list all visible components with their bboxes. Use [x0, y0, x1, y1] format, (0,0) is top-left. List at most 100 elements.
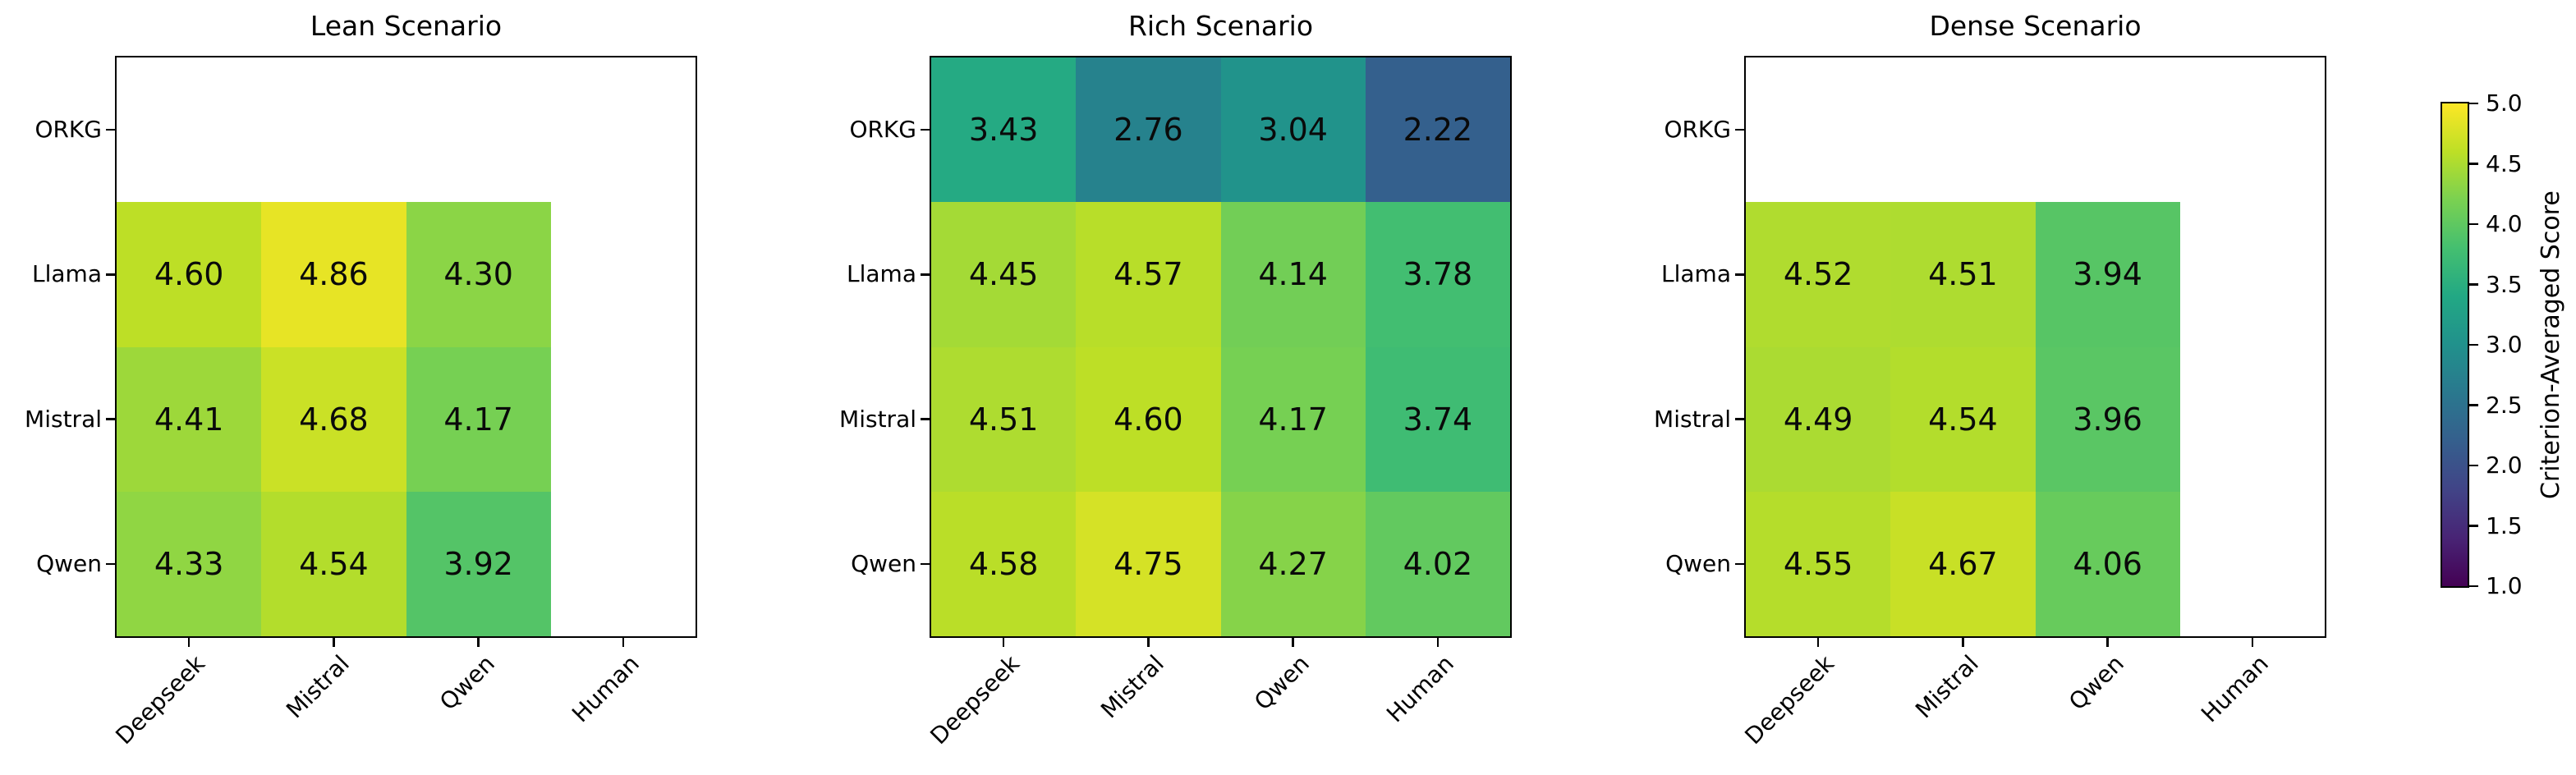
y-tick-label-Qwen: Qwen: [36, 549, 102, 577]
heatmap-cell-Qwen-Human: [2180, 492, 2325, 636]
heatmap-cell-ORKG-Mistral: [1890, 57, 2035, 202]
x-tick-label-Deepseek: Deepseek: [925, 649, 1026, 750]
x-tick-label-Deepseek: Deepseek: [110, 649, 211, 750]
heatmap-cell-Llama-Human: 3.78: [1365, 202, 1510, 347]
y-tick-mark: [106, 418, 115, 420]
heatmap-cell-Llama-Mistral: 4.51: [1890, 202, 2036, 347]
y-tick-mark: [921, 273, 930, 276]
colorbar-tick-mark: [2469, 102, 2478, 105]
colorbar-tick-mark: [2469, 464, 2478, 467]
heatmap-plot-lean: 4.60 4.86 4.30 4.41 4.68 4.17 4.33 4.54 3.92: [115, 56, 697, 638]
y-tick-label-ORKG: ORKG: [849, 116, 916, 144]
colorbar-tick-label-5.0: 5.0: [2486, 89, 2523, 117]
colorbar-tick-label-2.5: 2.5: [2486, 391, 2523, 419]
y-tick-mark: [106, 562, 115, 566]
colorbar: [2441, 102, 2469, 588]
x-tick-label-Human: Human: [567, 649, 645, 728]
x-tick-mark: [1436, 638, 1440, 647]
heatmap-plot-dense: 4.52 4.51 3.94 4.49 4.54 3.96 4.55 4.67 4.06: [1744, 56, 2326, 638]
colorbar-tick-mark: [2469, 343, 2478, 346]
y-tick-label-ORKG: ORKG: [1664, 116, 1731, 144]
y-tick-label-Llama: Llama: [32, 260, 102, 288]
colorbar-gradient: [2442, 103, 2468, 586]
heatmap-cell-Llama-Mistral: 4.57: [1076, 202, 1221, 347]
heatmap-cell-ORKG-Deepseek: [1746, 57, 1890, 202]
heatmap-plot-rich: 3.43 2.76 3.04 2.22 4.45 4.57 4.14 3.78 4.51 4.60…: [930, 56, 1512, 638]
heatmap-cell-ORKG-Mistral: 2.76: [1076, 57, 1221, 203]
x-tick-mark: [622, 638, 625, 647]
heatmap-cell-Llama-Deepseek: 4.52: [1746, 202, 1891, 347]
panel-title-lean: Lean Scenario: [310, 10, 503, 42]
y-tick-mark: [1735, 128, 1744, 131]
x-tick-label-Qwen: Qwen: [434, 649, 500, 716]
heatmap-cell-Llama-Human: [551, 202, 696, 346]
y-tick-mark: [1735, 418, 1744, 420]
x-tick-mark: [1002, 638, 1005, 647]
y-tick-mark: [921, 418, 930, 420]
heatmap-cell-Mistral-Qwen: 4.17: [406, 346, 551, 492]
x-tick-label-Deepseek: Deepseek: [1739, 649, 1840, 750]
heatmap-cell-Mistral-Qwen: 4.17: [1220, 346, 1366, 492]
heatmap-cell-Llama-Qwen: 4.14: [1220, 202, 1366, 347]
heatmap-cell-ORKG-Human: [551, 57, 696, 202]
panel-title-dense: Dense Scenario: [1929, 10, 2142, 42]
y-tick-mark: [1735, 562, 1744, 566]
y-tick-mark: [1735, 273, 1744, 276]
x-tick-mark: [187, 638, 191, 647]
heatmap-cell-Qwen-Deepseek: 4.33: [117, 491, 262, 636]
x-tick-mark: [1816, 638, 1820, 647]
colorbar-tick-label-3.5: 3.5: [2486, 270, 2523, 298]
y-tick-label-Mistral: Mistral: [1654, 405, 1731, 433]
y-tick-label-Qwen: Qwen: [1665, 549, 1731, 577]
colorbar-tick-label-1.0: 1.0: [2486, 572, 2523, 599]
colorbar-tick-mark: [2469, 404, 2478, 406]
heatmap-cell-Qwen-Mistral: 4.67: [1890, 491, 2036, 636]
heatmap-cell-Llama-Human: [2180, 202, 2325, 346]
heatmap-cell-ORKG-Deepseek: [117, 57, 261, 202]
y-tick-mark: [106, 273, 115, 276]
y-tick-label-ORKG: ORKG: [34, 116, 102, 144]
heatmap-cell-Mistral-Human: [2180, 347, 2325, 492]
heatmap-cell-ORKG-Qwen: 3.04: [1220, 57, 1366, 203]
colorbar-tick-mark: [2469, 163, 2478, 165]
heatmap-cell-Qwen-Qwen: 3.92: [406, 491, 551, 636]
heatmap-cell-Mistral-Mistral: 4.68: [261, 346, 406, 492]
y-tick-mark: [921, 128, 930, 131]
heatmap-cell-Mistral-Human: [551, 347, 696, 492]
heatmap-cell-Qwen-Deepseek: 4.58: [931, 491, 1077, 636]
heatmap-cell-Qwen-Qwen: 4.27: [1220, 491, 1366, 636]
y-tick-label-Llama: Llama: [847, 260, 916, 288]
heatmap-cell-Qwen-Human: 4.02: [1365, 491, 1510, 636]
y-tick-mark: [106, 128, 115, 131]
x-tick-mark: [1147, 638, 1150, 647]
heatmap-cell-ORKG-Human: 2.22: [1365, 57, 1510, 203]
x-tick-label-Mistral: Mistral: [1095, 649, 1170, 724]
heatmap-cell-Llama-Deepseek: 4.45: [931, 202, 1077, 347]
y-tick-label-Qwen: Qwen: [851, 549, 916, 577]
y-tick-label-Mistral: Mistral: [25, 405, 102, 433]
heatmap-cell-ORKG-Mistral: [261, 57, 406, 202]
x-tick-mark: [333, 638, 335, 647]
heatmap-cell-Qwen-Deepseek: 4.55: [1746, 491, 1891, 636]
y-tick-label-Mistral: Mistral: [839, 405, 916, 433]
heatmap-cell-ORKG-Qwen: [406, 57, 551, 202]
x-tick-label-Mistral: Mistral: [1910, 649, 1985, 724]
heatmap-cell-Qwen-Mistral: 4.54: [261, 491, 406, 636]
y-tick-label-Llama: Llama: [1661, 260, 1731, 288]
x-tick-label-Human: Human: [1381, 649, 1459, 728]
x-tick-label-Qwen: Qwen: [2063, 649, 2129, 716]
colorbar-tick-label-3.0: 3.0: [2486, 331, 2523, 358]
heatmap-cell-Qwen-Qwen: 4.06: [2035, 491, 2180, 636]
colorbar-tick-label-4.0: 4.0: [2486, 210, 2523, 237]
x-tick-mark: [1292, 638, 1294, 647]
heatmap-cell-Mistral-Deepseek: 4.51: [931, 346, 1077, 492]
heatmap-cell-Mistral-Human: 3.74: [1365, 346, 1510, 492]
heatmap-cell-Qwen-Human: [551, 492, 696, 636]
x-tick-label-Mistral: Mistral: [281, 649, 356, 724]
x-tick-label-Qwen: Qwen: [1248, 649, 1315, 716]
colorbar-tick-mark: [2469, 222, 2478, 226]
heatmap-cell-Llama-Qwen: 4.30: [406, 202, 551, 347]
colorbar-tick-mark: [2469, 283, 2478, 286]
heatmap-cell-Mistral-Deepseek: 4.49: [1746, 346, 1891, 492]
